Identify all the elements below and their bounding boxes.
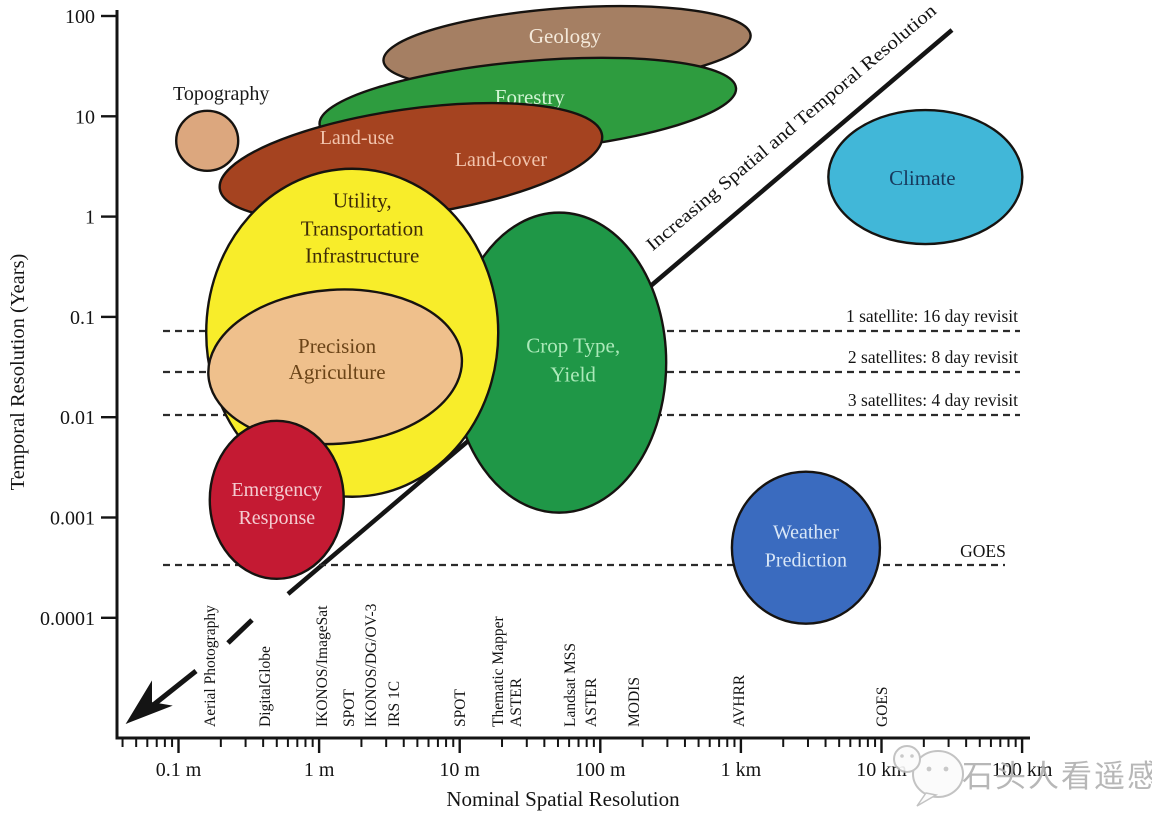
- x-tick-label-4: 1 km: [721, 759, 762, 781]
- weather-label-0: Weather: [773, 522, 839, 544]
- sensor-label-spot-1: SPOT: [341, 689, 358, 727]
- utility-label-0: Utility,: [333, 189, 392, 213]
- watermark: 石头人看遥感: [893, 745, 1152, 807]
- weather-label-1: Prediction: [765, 550, 847, 572]
- watermark-text: 石头人看遥感: [962, 759, 1152, 795]
- sensor-label-goes: GOES: [874, 687, 891, 727]
- sensor-label-aster-2: ASTER: [583, 677, 600, 727]
- y-tick-label-1: 10: [75, 106, 95, 128]
- land-label-1: Land-cover: [455, 149, 548, 171]
- revisit-label-3sat: 3 satellites: 4 day revisit: [848, 390, 1018, 410]
- y-tick-label-5: 0.001: [50, 508, 95, 530]
- utility-label-1: Transportation: [301, 217, 424, 241]
- x-tick-label-0: 0.1 m: [156, 759, 202, 781]
- bubble-crop: Crop Type, Yield: [450, 211, 668, 514]
- precision-label-0: Precision: [298, 334, 377, 358]
- trend-arrow-dash-0: [226, 618, 254, 645]
- sensor-label-spot-2: SPOT: [452, 689, 469, 727]
- sensor-label-avhrr: AVHRR: [731, 674, 748, 727]
- bubble-emergency: Emergency Response: [208, 419, 345, 581]
- bubble-shape-topography: [174, 109, 240, 172]
- revisit-label-2sat: 2 satellites: 8 day revisit: [848, 347, 1018, 367]
- watermark-bubble-icon: [912, 750, 964, 798]
- sensor-label-aster-1: ASTER: [508, 677, 525, 727]
- sensor-labels: Aerial Photography DigitalGlobe IKONOS/Ima…: [202, 603, 891, 727]
- utility-label-2: Infrastructure: [305, 244, 419, 268]
- emergency-label-1: Response: [238, 507, 315, 529]
- watermark-bubble-tail-icon: [916, 792, 939, 807]
- axes: 100 10 1 0.1 0.01 0.001 0.0001 0.1 m 1 m 10 m 100 …: [7, 6, 1053, 811]
- bubble-shape-emergency: [208, 419, 345, 581]
- trend-arrow-dash-1: [150, 669, 198, 708]
- watermark-small-bubble-icon: [893, 745, 921, 773]
- revisit-3sat: 3 satellites: 4 day revisit: [163, 390, 1020, 417]
- sensor-label-aerial-photography: Aerial Photography: [202, 605, 219, 727]
- bubble-climate: Climate: [827, 108, 1024, 246]
- x-axis-title: Nominal Spatial Resolution: [446, 787, 680, 811]
- trend-arrow-head-icon: [125, 680, 173, 725]
- watermark-eye-icon: [900, 754, 904, 758]
- bubble-weather: Weather Prediction: [730, 470, 882, 625]
- revisit-label-1sat: 1 satellite: 16 day revisit: [846, 306, 1018, 326]
- crop-label-1: Yield: [550, 363, 596, 387]
- watermark-eye-icon: [910, 754, 914, 758]
- revisit-1sat: 1 satellite: 16 day revisit: [163, 306, 1020, 333]
- sensor-label-thematic-mapper: Thematic Mapper: [490, 616, 507, 727]
- y-tick-label-3: 0.1: [70, 307, 95, 329]
- y-tick-label-0: 100: [65, 6, 95, 28]
- revisit-label-goes: GOES: [960, 541, 1006, 561]
- sensor-label-ikonos-dg-ov-3: IKONOS/DG/OV-3: [363, 603, 380, 727]
- bubble-topography: Topography: [173, 83, 269, 172]
- y-tick-label-4: 0.01: [60, 407, 95, 429]
- emergency-label-0: Emergency: [231, 479, 322, 501]
- geology-label-0: Geology: [529, 24, 602, 48]
- topography-label-0: Topography: [173, 83, 269, 105]
- crop-label-0: Crop Type,: [526, 334, 620, 358]
- precision-label-1: Agriculture: [289, 360, 386, 384]
- climate-label-0: Climate: [889, 166, 956, 190]
- sensor-label-landsat-mss: Landsat MSS: [562, 643, 579, 727]
- bubble-shape-weather: [730, 470, 882, 625]
- sensor-label-ikonos-imagesat: IKONOS/ImageSat: [314, 605, 331, 727]
- watermark-eye-icon: [926, 766, 932, 772]
- bubble-shape-climate: [827, 108, 1024, 246]
- x-tick-label-2: 10 m: [439, 759, 480, 781]
- land-label-0: Land-use: [320, 127, 395, 149]
- sensor-label-irs-1c: IRS 1C: [386, 681, 403, 727]
- x-tick-label-6: 100 km: [992, 759, 1053, 781]
- revisit-2sat: 2 satellites: 8 day revisit: [163, 347, 1020, 374]
- sensor-label-modis: MODIS: [626, 677, 643, 727]
- x-tick-label-3: 100 m: [575, 759, 626, 781]
- watermark-eye-icon: [943, 766, 949, 772]
- y-tick-label-2: 1: [85, 207, 95, 229]
- bubble-shape-precision: [207, 288, 464, 446]
- x-tick-label-1: 1 m: [304, 759, 335, 781]
- y-tick-label-6: 0.0001: [40, 608, 95, 630]
- y-axis-title: Temporal Resolution (Years): [7, 254, 29, 491]
- sensor-label-digitalglobe: DigitalGlobe: [257, 646, 274, 727]
